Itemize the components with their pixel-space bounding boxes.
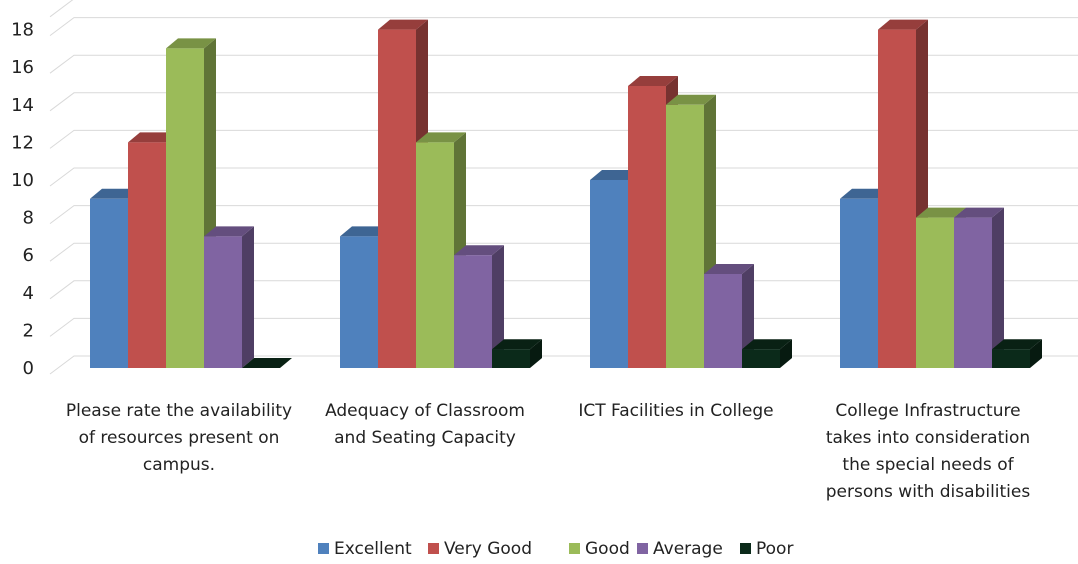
y-tick-label: 0 <box>23 358 34 379</box>
y-tick-label: 18 <box>11 20 34 41</box>
bars <box>90 19 1042 369</box>
bar <box>742 339 792 368</box>
y-tick-label: 12 <box>11 132 34 153</box>
y-axis-ticks: 0 2 4 6 8 10 12 14 16 18 <box>11 20 34 379</box>
gridline <box>49 129 1078 149</box>
svg-text:Excellent: Excellent <box>334 539 412 559</box>
category-labels: Please rate the availability of resources… <box>66 401 1030 502</box>
legend-item: Poor <box>740 539 793 559</box>
gridline <box>49 0 74 18</box>
x-tick-label: College Infrastructure takes into conside… <box>826 401 1031 502</box>
svg-text:Very Good: Very Good <box>444 539 532 559</box>
svg-text:Average: Average <box>653 539 723 559</box>
gridline <box>49 17 1078 36</box>
gridline <box>49 242 1078 262</box>
legend: Excellent Very Good Good Average Poor <box>318 539 793 559</box>
bar <box>204 226 254 368</box>
y-tick-label: 2 <box>23 320 34 341</box>
svg-text:Poor: Poor <box>756 539 793 559</box>
legend-item: Good <box>569 539 630 559</box>
bar <box>992 339 1042 368</box>
y-tick-label: 8 <box>23 208 34 229</box>
y-tick-label: 4 <box>23 283 34 304</box>
gridline <box>49 54 1078 74</box>
bar <box>954 207 1004 368</box>
gridline <box>49 92 1078 112</box>
bar <box>242 358 292 368</box>
bar <box>454 245 504 368</box>
x-tick-label: Please rate the availability of resources… <box>66 401 292 475</box>
svg-text:Good: Good <box>585 539 630 559</box>
legend-item: Excellent <box>318 539 412 559</box>
y-tick-label: 16 <box>11 57 34 78</box>
x-tick-label: Adequacy of Classroom and Seating Capacit… <box>325 401 525 448</box>
legend-item: Very Good <box>428 539 532 559</box>
y-tick-label: 14 <box>11 95 34 116</box>
bar <box>492 339 542 368</box>
x-tick-label: ICT Facilities in College <box>578 401 773 421</box>
gridline <box>49 167 1078 187</box>
legend-item: Average <box>637 539 723 559</box>
y-tick-label: 6 <box>23 245 34 266</box>
y-tick-label: 10 <box>11 170 34 191</box>
gridlines <box>49 0 1078 375</box>
gridline <box>49 205 1078 225</box>
